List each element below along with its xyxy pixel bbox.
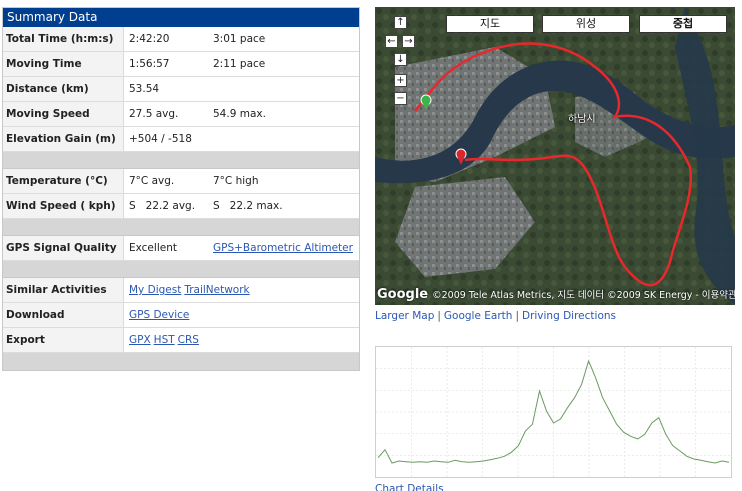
- section-divider: [3, 353, 359, 370]
- row-label: Distance (km): [3, 77, 124, 101]
- row-label: Moving Speed (kph): [3, 102, 124, 144]
- driving-directions-link[interactable]: Driving Directions: [521, 310, 616, 322]
- row-label: GPS Signal Quality: [3, 236, 124, 260]
- section-divider: [3, 219, 359, 236]
- export-crs-link[interactable]: CRS: [177, 334, 199, 346]
- export-hst-link[interactable]: HST: [153, 334, 175, 346]
- map-type-hybrid-button[interactable]: 중첩: [639, 15, 727, 33]
- link-separator: |: [437, 310, 441, 322]
- gps-device-link[interactable]: GPS Device: [129, 309, 190, 321]
- elevation-chart-svg: [376, 347, 731, 477]
- row-extra: 3:01 pace: [213, 33, 266, 45]
- map-copyright: Google ©2009 Tele Atlas Metrics, 지도 데이터 ©…: [377, 287, 735, 302]
- summary-row: Moving Time (h:m:s) 1:56:57 2:11 pace: [3, 52, 359, 94]
- elevation-chart: [375, 346, 732, 478]
- row-label: Elevation Gain (m): [3, 127, 124, 151]
- pan-up-icon[interactable]: ↑: [394, 16, 407, 29]
- section-divider: [3, 152, 359, 169]
- pan-down-icon[interactable]: ↓: [394, 53, 407, 66]
- summary-panel: Summary Data Total Time (h:m:s) 2:42:20 …: [2, 7, 360, 371]
- row-extra: 54.9 max.: [213, 108, 266, 120]
- row-value: 2:42:20: [129, 33, 170, 45]
- row-extra: 7°C high: [213, 175, 259, 187]
- google-logo: Google: [377, 287, 429, 302]
- row-label: Similar Activities: [3, 278, 124, 302]
- row-value: 27.5 avg.: [129, 108, 179, 120]
- map-type-map-button[interactable]: 지도: [446, 15, 534, 33]
- row-value: 7°C avg.: [129, 175, 175, 187]
- link-separator: |: [515, 310, 519, 322]
- summary-row: Similar Activities My Digest TrailNetwork: [3, 278, 359, 303]
- chart-details-link[interactable]: Chart Details: [375, 483, 444, 491]
- row-label: Moving Time (h:m:s): [3, 52, 124, 94]
- section-divider: [3, 261, 359, 278]
- summary-row: Total Time (h:m:s) 2:42:20 3:01 pace: [3, 27, 359, 52]
- summary-row: Moving Speed (kph) 27.5 avg. 54.9 max.: [3, 102, 359, 144]
- route-map[interactable]: 지도 위성 중첩 ↑ ← → ↓ + − 하남시 Google ©2009 Tel…: [375, 7, 735, 305]
- summary-row: Temperature (°C) 7°C avg. 7°C high: [3, 169, 359, 194]
- end-marker[interactable]: [455, 148, 467, 165]
- summary-row: Export GPX HST CRS: [3, 328, 359, 353]
- row-value: 1:56:57: [129, 58, 170, 70]
- google-earth-link[interactable]: Google Earth: [443, 310, 513, 322]
- map-links: Larger Map | Google Earth | Driving Directio…: [375, 310, 616, 322]
- row-extra: S 22.2 max.: [213, 200, 283, 212]
- summary-row: Distance (km) 53.54: [3, 77, 359, 102]
- row-label: Wind Speed ( kph): [3, 194, 124, 218]
- row-value: +504 / -518: [129, 133, 192, 145]
- row-value: S 22.2 avg.: [129, 200, 196, 212]
- pan-left-icon[interactable]: ←: [385, 35, 398, 48]
- row-label: Download: [3, 303, 124, 327]
- trailnetwork-link[interactable]: TrailNetwork: [184, 284, 250, 296]
- satellite-imagery: [375, 7, 735, 305]
- export-gpx-link[interactable]: GPX: [129, 334, 151, 346]
- map-type-satellite-button[interactable]: 위성: [542, 15, 630, 33]
- row-label: Temperature (°C): [3, 169, 124, 193]
- zoom-out-icon[interactable]: −: [394, 92, 407, 105]
- summary-row: Elevation Gain (m) +504 / -518: [3, 127, 359, 152]
- row-extra: 2:11 pace: [213, 58, 266, 70]
- summary-title: Summary Data: [3, 8, 359, 27]
- summary-row: Wind Speed ( kph) S 22.2 avg. S 22.2 max…: [3, 194, 359, 219]
- start-marker[interactable]: [420, 94, 432, 110]
- row-value: Excellent: [129, 242, 177, 254]
- elevation-series-line: [377, 359, 730, 464]
- larger-map-link[interactable]: Larger Map: [375, 310, 435, 322]
- my-digest-link[interactable]: My Digest: [129, 284, 182, 296]
- pan-right-icon[interactable]: →: [402, 35, 415, 48]
- zoom-in-icon[interactable]: +: [394, 74, 407, 87]
- city-label: 하남시: [568, 114, 596, 125]
- summary-row: Download GPS Device: [3, 303, 359, 328]
- row-value: 53.54: [129, 83, 160, 95]
- row-label: Export: [3, 328, 124, 352]
- gps-altimeter-link[interactable]: GPS+Barometric Altimeter: [213, 242, 353, 254]
- row-label: Total Time (h:m:s): [3, 27, 124, 51]
- summary-row: GPS Signal Quality Excellent GPS+Baromet…: [3, 236, 359, 261]
